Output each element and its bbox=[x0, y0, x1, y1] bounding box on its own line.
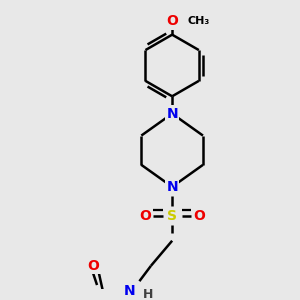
Text: O: O bbox=[139, 209, 151, 223]
Text: S: S bbox=[167, 209, 177, 223]
Text: N: N bbox=[166, 106, 178, 121]
Text: O: O bbox=[193, 209, 205, 223]
Text: H: H bbox=[143, 288, 154, 300]
Text: O: O bbox=[166, 14, 178, 28]
Text: O: O bbox=[87, 259, 99, 273]
Text: N: N bbox=[166, 180, 178, 194]
Text: N: N bbox=[124, 284, 136, 298]
Text: CH₃: CH₃ bbox=[188, 16, 210, 26]
